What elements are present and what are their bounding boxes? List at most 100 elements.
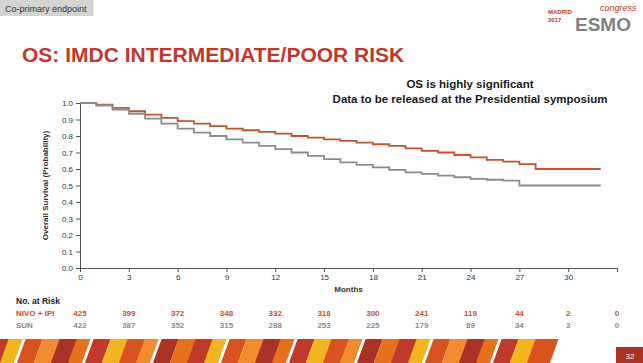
y-tick-label: 1.0	[62, 99, 74, 108]
at-risk-count: 387	[122, 321, 136, 330]
y-tick-label: 0.4	[62, 198, 74, 207]
y-tick-label: 0.6	[62, 165, 74, 174]
y-tick-mark	[76, 252, 80, 253]
at-risk-count: 422	[73, 321, 87, 330]
y-tick-label: 0.3	[62, 215, 74, 224]
x-tick-mark	[129, 268, 130, 272]
x-tick-label: 0	[78, 273, 83, 282]
y-tick: 0.5	[62, 182, 80, 191]
at-risk-count: 352	[171, 321, 185, 330]
x-tick-label: 30	[564, 273, 573, 282]
at-risk-count: 372	[171, 309, 185, 318]
y-tick: 0.1	[62, 248, 80, 257]
logo-event: congress	[600, 3, 637, 13]
at-risk-count: 241	[415, 309, 429, 318]
y-tick-mark	[76, 103, 80, 104]
logo-city: MADRID	[548, 9, 573, 15]
x-tick-mark	[178, 268, 179, 272]
slide-canvas: Co-primary endpoint MADRID2017ESMOcongres…	[0, 0, 643, 363]
y-tick-mark	[76, 268, 80, 269]
page-number: 32	[626, 352, 635, 361]
at-risk-count: 425	[73, 309, 87, 318]
y-axis-line	[76, 104, 81, 269]
x-tick-label: 9	[225, 273, 230, 282]
background	[0, 0, 643, 363]
y-tick-mark	[76, 169, 80, 170]
x-tick-mark	[471, 268, 472, 272]
plot-area	[80, 103, 601, 186]
annotation: OS is highly significant	[406, 78, 533, 90]
y-tick-label: 0.2	[62, 231, 74, 240]
y-tick-mark	[76, 202, 80, 203]
x-tick-label: 18	[369, 273, 378, 282]
y-tick-label: 0.8	[62, 132, 74, 141]
x-tick-label: 12	[271, 273, 280, 282]
header-tag: Co-primary endpoint	[0, 0, 94, 16]
x-tick: 21	[418, 268, 427, 282]
x-tick-mark	[519, 268, 520, 272]
y-axis: 0.0 0.1 0.2 0.3 0.4 0.5 0.6 0.7 0.8 0.9 1.0	[62, 99, 81, 273]
at-risk-count: 348	[220, 309, 234, 318]
at-risk-count: 253	[317, 321, 331, 330]
at-risk-count: 399	[122, 309, 136, 318]
slide: Co-primary endpoint MADRID2017ESMOcongres…	[0, 0, 643, 363]
footer-pattern	[527, 339, 559, 363]
at-risk-count: 0	[615, 321, 620, 330]
x-tick-mark	[275, 268, 276, 272]
chart-title: OS: IMDC INTERMEDIATE/POOR RISK	[22, 43, 404, 66]
at-risk-count: 225	[366, 321, 380, 330]
y-tick-label: 0.1	[62, 248, 74, 257]
at-risk-title: No. at Risk	[16, 296, 60, 306]
x-tick-mark	[568, 268, 569, 272]
y-tick: 0.3	[62, 215, 80, 224]
x-tick: 0	[78, 268, 83, 282]
y-tick: 0.9	[62, 116, 80, 125]
at-risk-row-label: SUN	[16, 321, 33, 330]
y-tick-mark	[76, 186, 80, 187]
x-tick: 27	[515, 268, 524, 282]
x-tick-mark	[373, 268, 374, 272]
x-tick: 30	[564, 268, 573, 282]
y-tick-mark	[76, 136, 80, 137]
at-risk-count: 300	[366, 309, 380, 318]
annotation: Data to be released at the Presidential …	[333, 93, 608, 105]
at-risk-row-label: NIVO + IPI	[16, 309, 54, 318]
y-tick: 0.7	[62, 149, 80, 158]
x-tick: 3	[127, 268, 132, 282]
x-tick-label: 27	[515, 273, 524, 282]
at-risk-count: 318	[317, 309, 331, 318]
x-tick-label: 3	[127, 273, 132, 282]
y-tick: 0.6	[62, 165, 80, 174]
y-tick: 0.0	[62, 264, 80, 273]
footer-strip	[0, 339, 643, 363]
page-number-box	[616, 347, 643, 363]
at-risk-count: 288	[269, 321, 283, 330]
x-tick-label: 24	[467, 273, 476, 282]
y-tick-mark	[76, 235, 80, 236]
y-tick: 0.2	[62, 231, 80, 240]
logo: MADRID2017ESMOcongress	[548, 3, 637, 35]
x-tick: 6	[176, 268, 181, 282]
at-risk-count: 3	[566, 321, 571, 330]
at-risk-count: 315	[220, 321, 234, 330]
y-tick-mark	[76, 219, 80, 220]
y-tick-mark	[76, 153, 80, 154]
x-axis-title: Months	[334, 285, 363, 294]
y-axis-title: Overall Survival (Probability)	[41, 130, 50, 240]
y-tick-label: 0.7	[62, 149, 74, 158]
x-tick: 12	[271, 268, 280, 282]
x-tick: 15	[320, 268, 329, 282]
at-risk-count: 179	[415, 321, 429, 330]
survival-curve	[80, 103, 601, 186]
x-tick-mark	[226, 268, 227, 272]
y-tick-label: 0.5	[62, 182, 74, 191]
x-axis: 0 3 6 9 12 15 18 21 24 27 30	[78, 268, 617, 282]
y-tick-label: 0.0	[62, 264, 74, 273]
logo-name: ESMO	[575, 14, 631, 35]
x-tick-label: 21	[418, 273, 427, 282]
y-tick-label: 0.9	[62, 116, 74, 125]
at-risk-count: 34	[515, 321, 524, 330]
at-risk-count: 44	[515, 309, 524, 318]
at-risk-count: 0	[615, 309, 620, 318]
x-tick: 24	[467, 268, 476, 282]
